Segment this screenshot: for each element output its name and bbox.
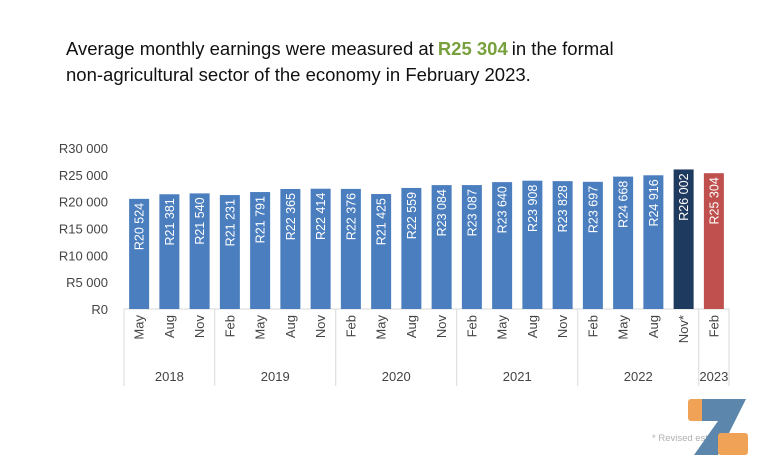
x-category-label: May (253, 315, 268, 340)
bar (129, 198, 150, 309)
x-year-label: 2018 (155, 369, 184, 384)
bar (431, 185, 452, 309)
headline-line2: non-agricultural sector of the economy i… (66, 64, 531, 85)
bar (189, 193, 210, 309)
bar (401, 187, 422, 309)
bar (522, 180, 543, 309)
bar (613, 176, 634, 309)
bar-data-label: R21 381 (163, 198, 177, 245)
headline-text-end: in the formal (511, 38, 614, 59)
bar (340, 188, 361, 309)
y-tick-label: R30 000 (59, 141, 108, 156)
bar-data-label: R22 365 (284, 193, 298, 240)
bar-data-label: R21 231 (223, 199, 237, 246)
y-tick-label: R20 000 (59, 195, 108, 210)
x-year-label: 2023 (699, 369, 728, 384)
bar-data-label: R25 304 (707, 177, 721, 224)
bar (310, 188, 331, 309)
bar (492, 182, 513, 309)
bar-data-label: R23 908 (526, 185, 540, 232)
x-category-label: Nov (313, 315, 328, 339)
x-category-label: Aug (162, 315, 177, 338)
x-category-label: May (374, 315, 389, 340)
bar-data-label: R26 002 (677, 173, 691, 220)
bar (552, 181, 573, 309)
footnote: * Revised estimates (652, 433, 736, 444)
bar-data-label: R22 559 (405, 192, 419, 239)
x-year-label: 2021 (503, 369, 532, 384)
bar (280, 188, 301, 309)
x-year-label: 2019 (261, 369, 290, 384)
y-tick-label: R25 000 (59, 168, 108, 183)
bar-data-label: R24 668 (617, 181, 631, 228)
x-category-label: Feb (585, 315, 600, 337)
x-year-label: 2020 (382, 369, 411, 384)
bar (219, 195, 240, 309)
bar-data-label: R21 791 (254, 196, 268, 243)
x-category-label: Feb (343, 315, 358, 337)
x-category-label: Nov (434, 315, 449, 339)
x-category-label: Nov* (676, 315, 691, 343)
x-category-label: Feb (222, 315, 237, 337)
bar (159, 194, 180, 309)
bar-data-label: R23 087 (465, 189, 479, 236)
bar-data-label: R22 414 (314, 193, 328, 240)
x-category-label: Aug (646, 315, 661, 338)
x-category-label: Aug (404, 315, 419, 338)
bar (582, 181, 603, 309)
bar (371, 194, 392, 309)
bar-data-label: R23 828 (556, 185, 570, 232)
y-tick-label: R5 000 (66, 275, 108, 290)
x-category-label: May (616, 315, 631, 340)
headline-text: Average monthly earnings were measured a… (66, 38, 434, 59)
bar-data-label: R23 084 (435, 189, 449, 236)
x-category-label: Feb (464, 315, 479, 337)
x-category-label: Aug (283, 315, 298, 338)
y-tick-label: R0 (91, 302, 108, 317)
x-category-label: Nov (192, 315, 207, 339)
bar-data-label: R23 697 (586, 186, 600, 233)
headline-highlight-value: R25 304 (437, 38, 508, 59)
bar-data-label: R21 540 (193, 197, 207, 244)
bar (250, 192, 271, 309)
headline: Average monthly earnings were measured a… (66, 36, 614, 88)
x-category-label: Nov (555, 315, 570, 339)
x-category-label: Aug (525, 315, 540, 338)
x-year-label: 2022 (624, 369, 653, 384)
bar-data-label: R23 640 (496, 186, 510, 233)
y-tick-label: R15 000 (59, 222, 108, 237)
logo-icon (688, 399, 748, 455)
bar (673, 169, 694, 309)
x-category-label: May (495, 315, 510, 340)
bar-data-label: R21 425 (375, 198, 389, 245)
y-tick-label: R10 000 (59, 248, 108, 263)
bar (461, 185, 482, 309)
bar-data-label: R20 524 (133, 203, 147, 250)
bar (643, 175, 664, 309)
x-category-label: May (132, 315, 147, 340)
bar (703, 173, 724, 309)
bar-data-label: R22 376 (344, 193, 358, 240)
bar-data-label: R24 916 (647, 179, 661, 226)
x-category-label: Feb (706, 315, 721, 337)
